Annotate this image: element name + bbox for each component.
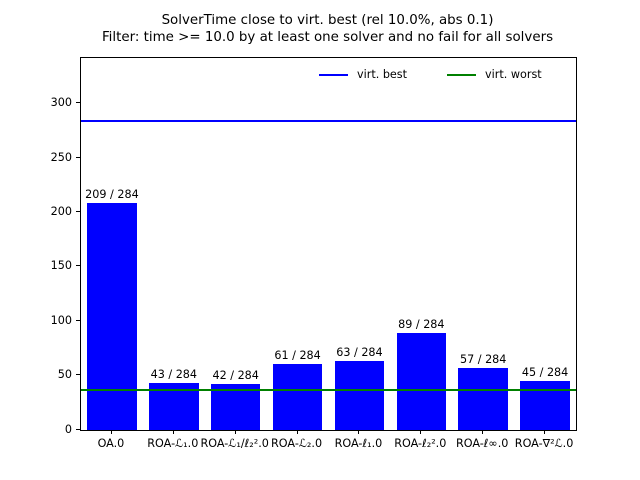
x-tick-label: ROA-ℒ₂.0 xyxy=(271,437,323,450)
x-tick-label: ROA-ℒ₁/ℓ₂².0 xyxy=(200,437,269,450)
x-tick-label: ROA-ℓ₂².0 xyxy=(394,437,447,450)
bar-value-label: 42 / 284 xyxy=(212,369,259,383)
y-tick-mark xyxy=(76,265,80,267)
legend-item-virt-best: virt. best xyxy=(319,68,407,82)
virt-best-line-icon xyxy=(319,73,348,77)
legend: virt. best virt. worst xyxy=(319,68,542,82)
y-tick-mark xyxy=(76,102,80,104)
chart-title-line1: SolverTime close to virt. best (rel 10.0… xyxy=(161,13,494,28)
x-tick-label: ROA-ℓ∞.0 xyxy=(455,437,509,450)
bar-ROA-ℒ₁.0 xyxy=(149,383,199,430)
legend-label-virt-best: virt. best xyxy=(357,68,408,81)
x-tick-label: ROA-ℓ₁.0 xyxy=(334,437,383,450)
x-tick-label: ROA-ℒ₁.0 xyxy=(147,437,199,450)
x-tick-mark xyxy=(482,430,484,434)
bar-value-label: 45 / 284 xyxy=(521,366,569,380)
virt-worst-line-icon xyxy=(447,73,477,77)
bar-ROA-ℒ₂.0 xyxy=(272,363,323,430)
y-tick-label: 200 xyxy=(50,204,72,218)
bar-value-label: 89 / 284 xyxy=(398,318,445,332)
hline-virt-worst xyxy=(81,388,576,391)
x-tick-label: ROA-∇²ℒ.0 xyxy=(514,437,574,450)
chart-title: SolverTime close to virt. best (rel 10.0… xyxy=(80,13,575,46)
bar-value-label: 57 / 284 xyxy=(459,353,507,366)
hline-virt-best xyxy=(81,120,576,123)
y-tick-label: 100 xyxy=(50,313,72,327)
x-tick-label: OA.0 xyxy=(97,437,125,450)
x-tick-mark xyxy=(296,430,298,434)
bar-OA.0 xyxy=(87,202,137,430)
bar-ROA-ℒ₁/ℓ₂².0 xyxy=(210,384,261,430)
y-tick-label: 50 xyxy=(57,368,72,382)
bar-ROA-ℓ₂².0 xyxy=(396,333,447,430)
y-tick-label: 150 xyxy=(50,259,72,273)
y-tick-mark xyxy=(76,319,80,321)
y-tick-mark xyxy=(76,374,80,376)
legend-label-virt-worst: virt. worst xyxy=(485,68,542,81)
bar-value-label: 61 / 284 xyxy=(274,348,321,362)
bar-value-label: 63 / 284 xyxy=(336,346,383,360)
bar-ROA-ℓ₁.0 xyxy=(334,361,385,430)
x-tick-mark xyxy=(544,430,546,434)
y-tick-mark xyxy=(76,210,80,212)
chart-title-line2: Filter: time >= 10.0 by at least one sol… xyxy=(101,29,554,45)
y-tick-label: 250 xyxy=(50,150,72,164)
x-tick-mark xyxy=(172,430,174,434)
y-tick-label: 300 xyxy=(50,96,72,110)
plot-area: 209 / 284 43 / 284 42 / 284 61 / 284 63 / 28… xyxy=(80,57,577,431)
legend-item-virt-worst: virt. worst xyxy=(447,68,542,82)
bar-value-label: 43 / 284 xyxy=(150,368,198,382)
y-tick-label: 0 xyxy=(64,422,72,436)
bar-value-label: 209 / 284 xyxy=(85,187,139,201)
bar-ROA-ℓ∞.0 xyxy=(458,368,508,430)
x-tick-mark xyxy=(110,430,112,434)
y-tick-mark xyxy=(76,428,80,430)
x-tick-mark xyxy=(358,430,360,434)
y-tick-mark xyxy=(76,156,80,158)
x-tick-mark xyxy=(420,430,422,434)
x-tick-mark xyxy=(234,430,236,434)
